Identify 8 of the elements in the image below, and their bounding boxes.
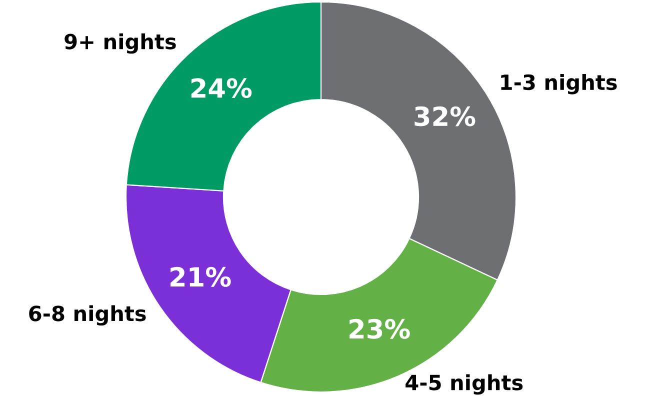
slice-label: 1-3 nights (501, 74, 617, 94)
slice-label: 9+ nights (64, 33, 176, 54)
data-label: 23% (350, 318, 410, 339)
data-label: 21% (170, 266, 231, 287)
slice-label: 4-5 nights (406, 374, 523, 395)
slice-label: 6-8 nights (29, 305, 146, 326)
data-label: 24% (191, 78, 252, 98)
data-label: 32% (414, 106, 476, 126)
